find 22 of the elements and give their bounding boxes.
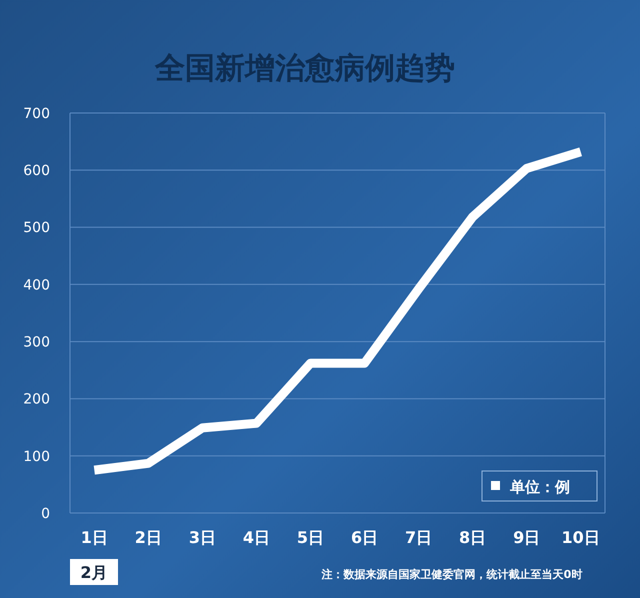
chart-title: 全国新增治愈病例趋势 [154, 51, 455, 86]
x-tick-label: 1日 [80, 528, 108, 547]
x-tick-label: 7日 [404, 528, 432, 547]
x-tick-label: 8日 [459, 528, 486, 547]
x-tick-label: 10日 [562, 528, 600, 547]
y-tick-label: 300 [23, 334, 50, 350]
y-tick-label: 100 [23, 448, 50, 465]
x-tick-label: 6日 [350, 528, 378, 547]
y-tick-label: 500 [23, 220, 50, 236]
y-tick-label: 700 [23, 106, 50, 122]
annotation: 单位：例 [509, 478, 570, 496]
x-tick-label: 4日 [242, 528, 270, 547]
y-tick-label: 600 [23, 163, 50, 180]
x-axis-title: 2月 [80, 563, 108, 582]
text: 注：数据来源自国家卫健委官网，统计截止至当天0时 [320, 568, 582, 581]
y-tick-label: 400 [23, 277, 50, 294]
x-tick-label: 9日 [513, 528, 540, 547]
x-tick-label: 3日 [188, 528, 216, 547]
x-tick-label: 5日 [296, 528, 324, 547]
y-tick-label: 0 [41, 506, 50, 522]
x-tick-label: 2日 [134, 528, 162, 547]
y-tick-label: 200 [23, 392, 50, 408]
